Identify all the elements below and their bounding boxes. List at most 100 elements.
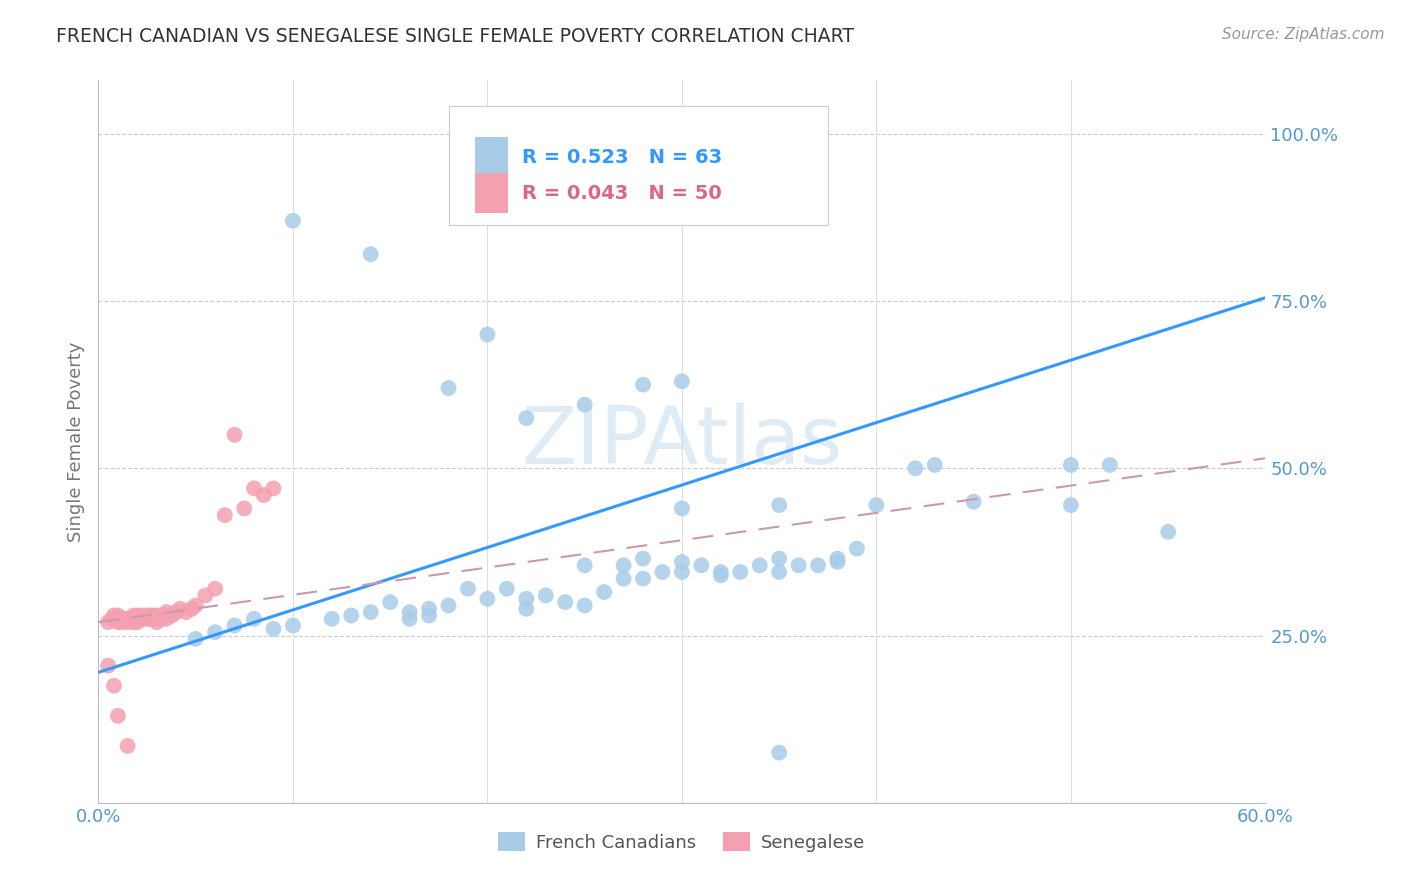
Point (671, 375, 693, 389)
Point (845, 541, 868, 556)
Point (1060, 498, 1083, 512)
Point (139, 608, 162, 623)
Point (360, 605, 382, 619)
Point (121, 612, 143, 626)
Point (827, 551, 849, 566)
Point (124, 612, 146, 626)
Point (122, 608, 145, 623)
Point (418, 602, 440, 616)
Point (378, 595, 402, 609)
Point (827, 555, 849, 569)
Point (924, 458, 946, 472)
Bar (475, 137, 508, 178)
Point (142, 608, 165, 623)
Point (243, 612, 266, 626)
Point (165, 605, 187, 619)
Point (631, 572, 654, 586)
Point (631, 377, 654, 392)
Point (162, 608, 184, 623)
Point (169, 602, 191, 616)
Point (748, 558, 770, 573)
Point (214, 508, 236, 523)
Text: R = 0.523   N = 63: R = 0.523 N = 63 (522, 148, 723, 167)
Point (194, 589, 217, 603)
Point (139, 612, 162, 626)
Text: Source: ZipAtlas.com: Source: ZipAtlas.com (1222, 27, 1385, 42)
FancyBboxPatch shape (449, 105, 828, 225)
Point (146, 612, 169, 626)
Point (243, 482, 266, 496)
Point (155, 605, 177, 619)
Point (253, 488, 276, 502)
Point (262, 622, 284, 636)
Point (904, 461, 927, 475)
Point (122, 615, 145, 630)
Point (477, 591, 499, 606)
Point (437, 599, 460, 613)
Point (224, 427, 246, 442)
Text: FRENCH CANADIAN VS SENEGALESE SINGLE FEMALE POVERTY CORRELATION CHART: FRENCH CANADIAN VS SENEGALESE SINGLE FEM… (56, 27, 855, 45)
Point (103, 679, 125, 693)
Point (574, 558, 596, 573)
Point (418, 608, 440, 623)
Point (534, 589, 557, 603)
Point (136, 608, 159, 623)
Point (281, 618, 304, 632)
Point (101, 612, 124, 626)
Point (107, 608, 129, 623)
Point (1098, 458, 1121, 472)
Point (730, 565, 752, 579)
Point (710, 565, 733, 579)
Point (129, 608, 152, 623)
Point (111, 615, 134, 630)
Point (281, 214, 304, 228)
Point (152, 608, 174, 623)
Point (107, 615, 129, 630)
Point (807, 558, 830, 573)
Point (117, 739, 139, 753)
Point (574, 398, 596, 412)
Point (398, 612, 420, 626)
Point (671, 565, 693, 579)
Point (103, 608, 125, 623)
Point (671, 555, 693, 569)
Legend: French Canadians, Senegalese: French Canadians, Senegalese (491, 825, 873, 859)
Point (117, 612, 139, 626)
Point (360, 247, 382, 261)
Point (112, 612, 135, 626)
Point (233, 501, 256, 516)
Point (107, 612, 129, 626)
Point (117, 615, 139, 630)
Point (174, 605, 197, 619)
Point (1060, 458, 1083, 472)
Point (97, 658, 120, 673)
Point (437, 381, 460, 395)
Point (554, 595, 576, 609)
Point (631, 551, 654, 566)
Point (865, 498, 887, 512)
Point (612, 558, 634, 573)
Point (962, 494, 984, 508)
Point (651, 565, 673, 579)
Y-axis label: Single Female Poverty: Single Female Poverty (66, 342, 84, 541)
Point (768, 565, 790, 579)
Point (321, 612, 343, 626)
Point (204, 582, 226, 596)
Point (132, 612, 155, 626)
Point (262, 482, 284, 496)
Bar (475, 173, 508, 213)
Point (768, 746, 790, 760)
Point (129, 612, 152, 626)
Point (146, 608, 169, 623)
Point (477, 327, 499, 342)
Point (107, 708, 129, 723)
Point (136, 612, 159, 626)
Point (768, 498, 790, 512)
Point (768, 551, 790, 566)
Point (184, 632, 207, 646)
Point (184, 599, 207, 613)
Point (224, 618, 246, 632)
Point (574, 599, 596, 613)
Point (671, 501, 693, 516)
Point (690, 558, 713, 573)
